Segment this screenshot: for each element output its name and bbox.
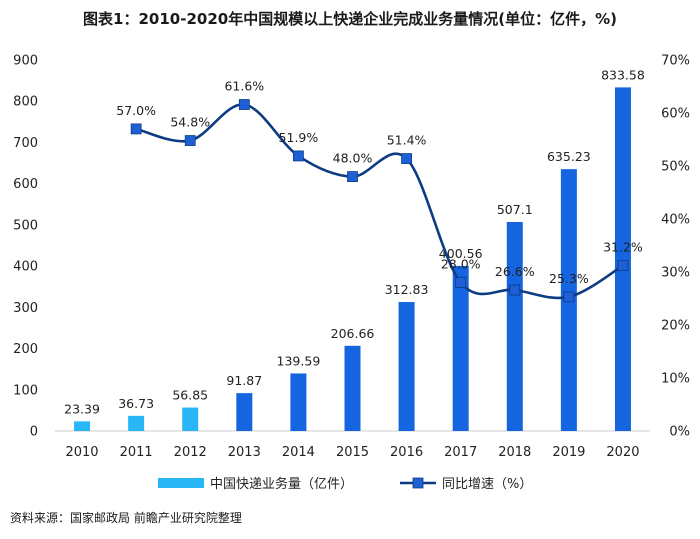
bar-label-2011: 36.73	[118, 396, 154, 411]
line-label-2013: 61.6%	[224, 79, 264, 94]
right-tick-label: 10%	[661, 372, 690, 387]
growth-line	[135, 103, 624, 300]
right-tick-label: 50%	[661, 160, 690, 175]
x-tick-2011: 2011	[120, 445, 153, 460]
bar-label-2014: 139.59	[277, 353, 321, 368]
bar-label-2010: 23.39	[64, 401, 100, 416]
bar-label-2020: 833.58	[601, 67, 645, 82]
x-tick-2012: 2012	[174, 445, 207, 460]
line-label-2015: 48.0%	[333, 151, 373, 166]
x-tick-2016: 2016	[390, 445, 423, 460]
bar-label-2012: 56.85	[172, 388, 208, 403]
bar-2012[interactable]	[182, 407, 199, 431]
bar-2011[interactable]	[128, 415, 145, 431]
line-marker-2020[interactable]	[617, 260, 629, 272]
line-marker-2016[interactable]	[401, 153, 412, 164]
left-tick-label: 100	[13, 383, 38, 398]
left-tick-label: 500	[13, 218, 38, 233]
line-marker-2014[interactable]	[293, 150, 304, 162]
line-marker-2018[interactable]	[509, 284, 521, 296]
line-labels: 57.0% 54.8% 61.6% 51.9% 48.0% 51.4% 28.0% 26.6%…	[116, 79, 643, 286]
bar-labels: 23.39 36.73 56.85 91.87 139.59 206.66 312.83 40…	[64, 67, 645, 416]
bar-label-2013: 91.87	[226, 373, 262, 388]
bar-2020[interactable]	[614, 87, 631, 432]
line-marker-2013[interactable]	[238, 99, 250, 110]
x-tick-2010: 2010	[65, 445, 98, 460]
legend-item-bars[interactable]: 中国快递业务量（亿件）	[158, 476, 353, 492]
bar-2015[interactable]	[344, 345, 361, 431]
bar-label-2018: 507.1	[497, 202, 533, 217]
bar-series	[74, 87, 631, 432]
line-label-2017: 28.0%	[441, 257, 481, 272]
bar-label-2015: 206.66	[331, 326, 375, 341]
bar-2016[interactable]	[398, 302, 415, 431]
x-tick-2018: 2018	[498, 445, 531, 460]
x-tick-2017: 2017	[444, 445, 477, 460]
line-label-2020: 31.2%	[603, 240, 643, 255]
line-marker-2011[interactable]	[130, 123, 142, 135]
x-tick-2020: 2020	[606, 445, 639, 460]
right-axis-ticks: 0% 10% 20% 30% 40% 50% 60% 70%	[661, 54, 690, 440]
right-tick-label: 0%	[669, 425, 690, 440]
left-tick-label: 0	[30, 425, 38, 440]
left-axis-ticks: 0 100 200 300 400 500 600 700 800 900	[13, 54, 38, 440]
source-note: 资料来源：国家邮政局 前瞻产业研究院整理	[10, 511, 242, 525]
left-tick-label: 300	[13, 301, 38, 316]
bar-label-2019: 635.23	[547, 149, 591, 164]
x-tick-2013: 2013	[228, 445, 261, 460]
x-axis-ticks: 2010 2011 2012 2013 2014 2015 2016 2017 2018 2019…	[65, 445, 639, 460]
left-tick-label: 900	[13, 54, 38, 69]
x-tick-2019: 2019	[552, 445, 585, 460]
line-label-2014: 51.9%	[279, 130, 319, 145]
legend-item-line[interactable]: 同比增速（%）	[400, 477, 532, 492]
legend: 中国快递业务量（亿件） 同比增速（%）	[158, 476, 532, 492]
x-tick-2015: 2015	[336, 445, 369, 460]
bar-2010[interactable]	[74, 421, 91, 431]
legend-marker-swatch	[412, 477, 424, 489]
left-tick-label: 400	[13, 260, 38, 275]
line-marker-2015[interactable]	[347, 171, 358, 183]
left-tick-label: 700	[13, 136, 38, 151]
legend-label-line: 同比增速（%）	[442, 477, 532, 492]
bar-label-2017: 400.56	[439, 246, 483, 261]
bar-2014[interactable]	[290, 373, 307, 431]
left-tick-label: 800	[13, 95, 38, 110]
bar-2017[interactable]	[452, 265, 469, 431]
left-tick-label: 600	[13, 177, 38, 192]
legend-swatch-bars	[158, 478, 204, 488]
left-tick-label: 200	[13, 342, 38, 357]
legend-label-bars: 中国快递业务量（亿件）	[210, 476, 353, 492]
bar-2018[interactable]	[506, 221, 523, 431]
bar-2013[interactable]	[236, 393, 253, 431]
right-tick-label: 60%	[661, 107, 690, 122]
line-label-2011: 57.0%	[116, 103, 156, 118]
right-tick-label: 30%	[661, 266, 690, 281]
line-label-2018: 26.6%	[495, 264, 535, 279]
line-label-2012: 54.8%	[170, 115, 210, 130]
x-tick-2014: 2014	[282, 445, 315, 460]
right-tick-label: 40%	[661, 213, 690, 228]
right-tick-label: 20%	[661, 319, 690, 334]
line-label-2019: 25.3%	[549, 271, 589, 286]
right-tick-label: 70%	[661, 54, 690, 69]
line-series	[130, 99, 629, 303]
line-label-2016: 51.4%	[387, 133, 427, 148]
bar-label-2016: 312.83	[385, 282, 429, 297]
line-marker-2019[interactable]	[563, 291, 575, 303]
chart-title: 图表1：2010-2020年中国规模以上快递企业完成业务量情况(单位：亿件，%)	[83, 10, 617, 28]
line-marker-2012[interactable]	[184, 135, 196, 146]
line-marker-2017[interactable]	[455, 277, 467, 289]
